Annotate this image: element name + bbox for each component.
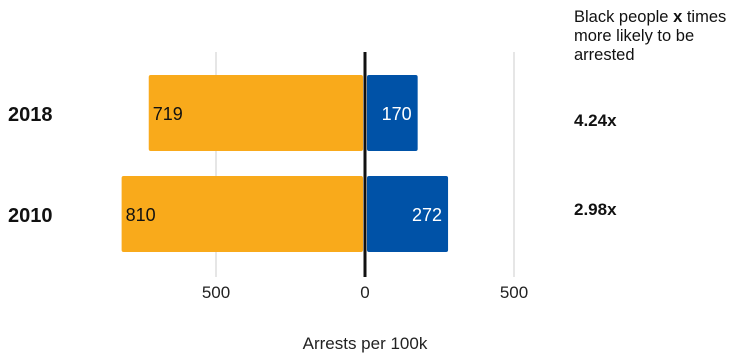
bar-left-2010	[121, 176, 364, 252]
ratio-column-header: Black people x times more likely to be a…	[574, 8, 739, 65]
value-label-right-2010: 272	[412, 205, 442, 225]
bar-left-2018	[148, 75, 363, 151]
bar-right-2010	[367, 176, 449, 252]
value-label-left-2018: 719	[153, 104, 183, 124]
header-text-start: Black people	[574, 8, 674, 26]
year-label-2018: 2018	[8, 104, 53, 126]
tick-label-left: 500	[202, 283, 230, 302]
header-text-bold: x	[673, 8, 683, 26]
ratio-2010: 2.98x	[574, 200, 617, 219]
tick-label-zero: 0	[360, 283, 369, 302]
ratio-2018: 4.24x	[574, 111, 617, 130]
header-text-end: times more likely to be arrested	[574, 8, 727, 64]
tick-label-right: 500	[500, 283, 528, 302]
bar-right-2018	[367, 75, 418, 151]
value-label-right-2018: 170	[382, 104, 412, 124]
value-labels: 719 170 810 272	[126, 104, 442, 225]
bars	[121, 75, 449, 252]
x-axis-title: Arrests per 100k	[303, 334, 428, 353]
year-label-2010: 2010	[8, 205, 53, 227]
value-label-left-2010: 810	[126, 205, 156, 225]
